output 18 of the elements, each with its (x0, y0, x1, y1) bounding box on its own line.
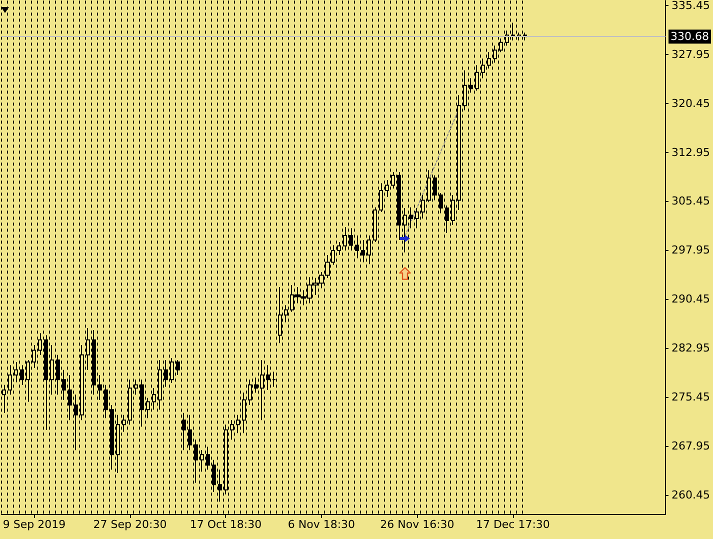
x-tick-label: 27 Sep 20:30 (93, 518, 167, 531)
y-tick-label: 335.45 (672, 0, 710, 12)
x-tick-label: 17 Oct 18:30 (190, 518, 262, 531)
y-tick-label: 290.45 (672, 292, 710, 306)
y-tick-label: 312.95 (672, 146, 710, 159)
ref-line-label: 330.68 (670, 30, 710, 44)
y-tick-label: 260.45 (672, 488, 710, 502)
y-tick-label: 297.95 (672, 244, 710, 257)
y-tick-label: 275.45 (672, 390, 710, 404)
y-tick-label: 305.45 (672, 194, 710, 208)
x-tick-label: 9 Sep 2019 (2, 518, 66, 531)
y-tick-label: 267.95 (672, 439, 710, 452)
y-tick-label: 327.95 (672, 48, 710, 61)
x-tick-label: 26 Nov 16:30 (380, 518, 454, 531)
x-tick-label: 6 Nov 18:30 (288, 518, 356, 531)
y-tick-label: 320.45 (672, 96, 710, 110)
x-tick-label: 17 Dec 17:30 (476, 518, 550, 531)
y-tick-label: 282.95 (672, 341, 710, 354)
